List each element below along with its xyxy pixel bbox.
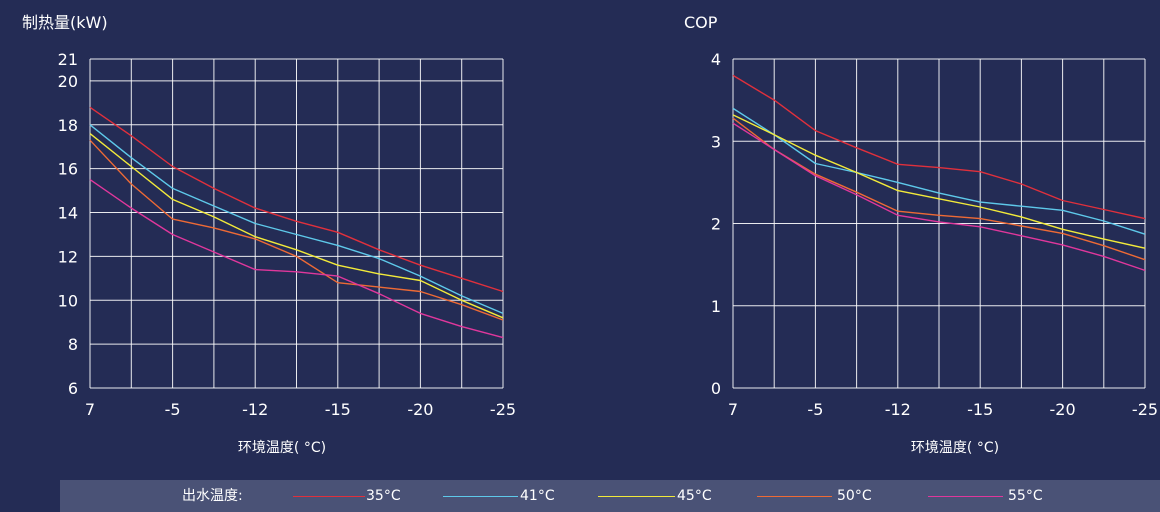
x-tick-label: -15 (967, 400, 993, 419)
chart-title-0: 制热量(kW) (22, 13, 108, 32)
legend-line-swatch (757, 496, 832, 497)
y-tick-label: 3 (711, 132, 721, 151)
y-tick-label: 1 (711, 297, 721, 316)
y-tick-label: 2 (711, 215, 721, 234)
legend-label: 55°C (1008, 480, 1043, 512)
legend-label: 35°C (366, 480, 401, 512)
y-tick-label: 0 (711, 379, 721, 398)
legend-bar: 出水温度: 35°C 41°C 45°C 50°C 55°C (60, 480, 1160, 512)
x-tick-label: 7 (85, 400, 95, 419)
chart-title-1: COP (684, 13, 718, 32)
y-tick-label: 14 (58, 204, 78, 223)
y-tick-label: 10 (58, 291, 78, 310)
legend-line-swatch (443, 496, 518, 497)
x-tick-label: -25 (490, 400, 516, 419)
y-tick-label: 20 (58, 72, 78, 91)
legend-line-swatch (293, 496, 365, 497)
x-tick-label: -20 (407, 400, 433, 419)
legend-line-swatch (928, 496, 1003, 497)
x-tick-label: -25 (1132, 400, 1158, 419)
x-axis-label: 环境温度( °C) (238, 440, 326, 456)
y-tick-label: 12 (58, 247, 78, 266)
y-tick-label: 18 (58, 116, 78, 135)
legend-label: 45°C (677, 480, 712, 512)
x-tick-label: -15 (325, 400, 351, 419)
y-tick-label: 6 (68, 379, 78, 398)
x-tick-label: -20 (1050, 400, 1076, 419)
y-tick-label: 21 (58, 50, 78, 69)
x-axis-label: 环境温度( °C) (911, 440, 999, 456)
legend-title: 出水温度: (182, 480, 243, 512)
y-tick-label: 16 (58, 160, 78, 179)
legend-line-swatch (598, 496, 675, 497)
x-tick-label: -5 (165, 400, 181, 419)
y-tick-label: 8 (68, 335, 78, 354)
x-tick-label: -12 (242, 400, 268, 419)
x-tick-label: 7 (728, 400, 738, 419)
x-tick-label: -12 (885, 400, 911, 419)
legend-label: 50°C (837, 480, 872, 512)
legend-label: 41°C (520, 480, 555, 512)
y-tick-label: 4 (711, 50, 721, 69)
x-tick-label: -5 (807, 400, 823, 419)
